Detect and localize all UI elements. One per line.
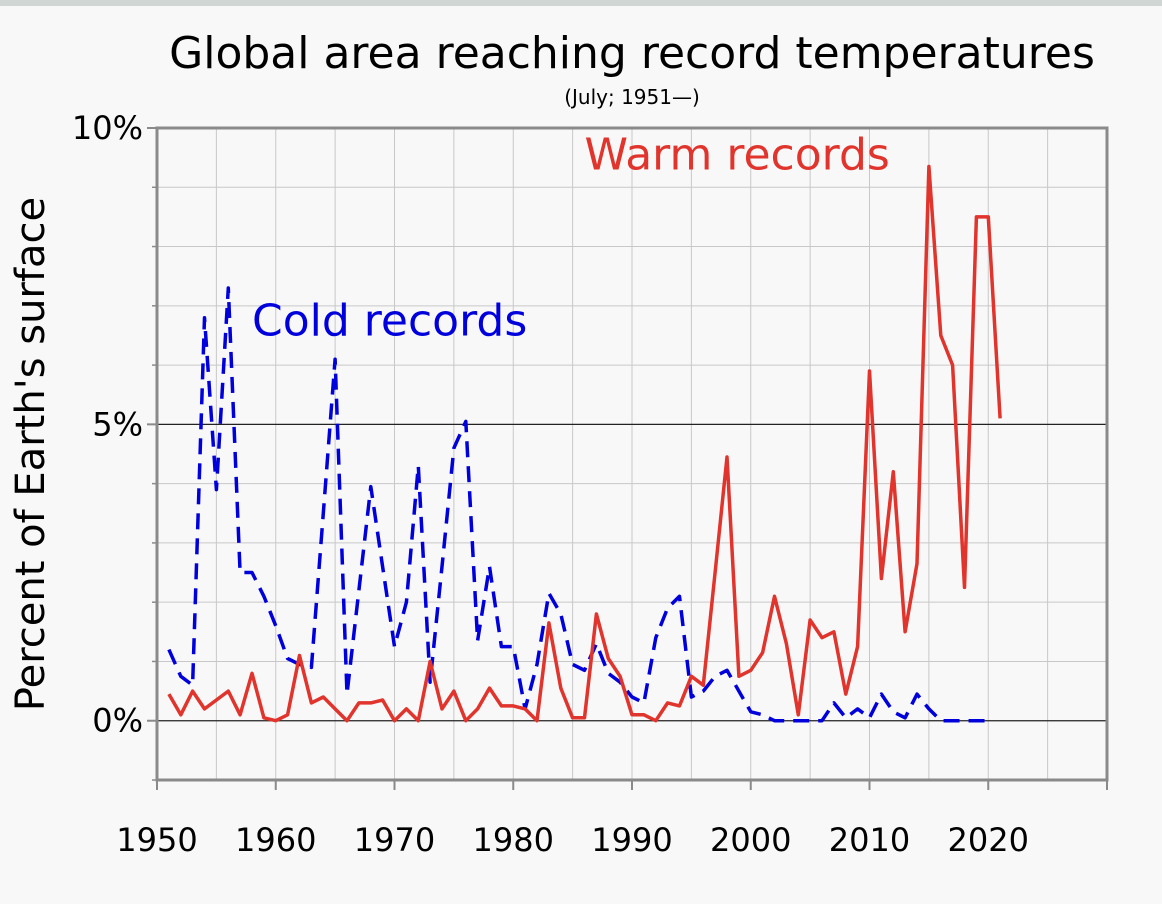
- x-tick-label: 1960: [235, 821, 316, 859]
- x-tick-label: 2000: [710, 821, 791, 859]
- series-label: Cold records: [252, 295, 527, 346]
- series-line-cold-records: [167, 286, 989, 723]
- series-label: Warm records: [585, 129, 890, 180]
- x-tick-label: 1980: [473, 821, 554, 859]
- chart-title: Global area reaching record temperatures: [169, 28, 1095, 79]
- y-tick-label: 5%: [92, 405, 143, 443]
- y-axis-label: Percent of Earth's surface: [8, 197, 54, 711]
- y-tick-label: 0%: [92, 702, 143, 740]
- top-border: [0, 0, 1162, 6]
- series-group: [167, 164, 1002, 723]
- x-tick-label: 2010: [829, 821, 910, 859]
- x-tick-label: 1950: [116, 821, 197, 859]
- ticks: 1950 1960 1970 1980 1990 2000 2010 2020 0% 5% 10%: [72, 109, 1108, 859]
- x-tick-label: 2020: [948, 821, 1029, 859]
- series-line-warm-records: [167, 164, 1002, 723]
- grid: [156, 127, 1108, 781]
- x-tick-label: 1970: [354, 821, 435, 859]
- annotations: Cold records Warm records: [252, 129, 890, 346]
- y-tick-label: 10%: [72, 109, 143, 147]
- chart-subtitle: (July; 1951—): [564, 85, 700, 109]
- x-tick-label: 1990: [591, 821, 672, 859]
